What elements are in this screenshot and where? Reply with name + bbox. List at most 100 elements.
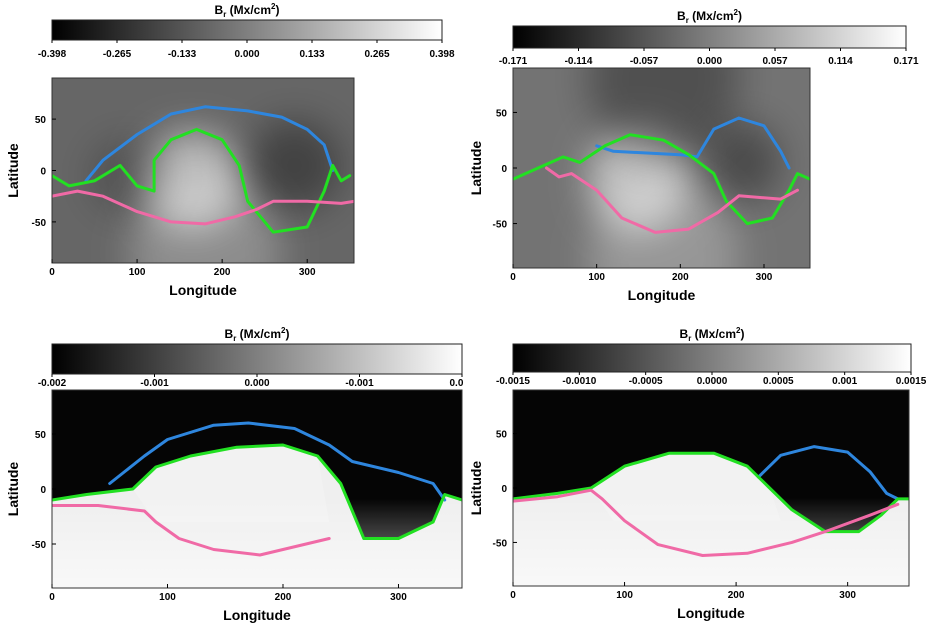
y-tick-label: 50 — [496, 108, 508, 119]
x-tick-label: 100 — [588, 272, 605, 283]
colorbar-title: Br (Mx/cm2) — [215, 2, 280, 19]
panel-1: Br (Mx/cm2) -0.398 -0.265 -0.133 0.000 0.133 0… — [0, 0, 463, 316]
x-tick-label: 100 — [129, 267, 146, 278]
colorbar-tick-label: 0.057 — [762, 56, 787, 67]
x-tick-label: 0 — [510, 590, 516, 601]
x-tick-label: 0 — [510, 272, 516, 283]
colorbar-tick-label: 0.001 — [832, 376, 857, 387]
x-tick-label: 200 — [672, 272, 689, 283]
colorbar-tick-label: 0.002 — [449, 378, 463, 389]
field-blob — [588, 68, 739, 160]
pink-line — [545, 166, 799, 234]
colorbar-title: Br (Mx/cm2) — [677, 8, 742, 25]
map-layer — [513, 68, 810, 268]
x-tick-label: 200 — [728, 590, 745, 601]
colorbar-tick-label: -0.002 — [38, 378, 67, 389]
colorbar-tick-label: -0.0010 — [562, 376, 596, 387]
x-tick-label: 300 — [299, 267, 316, 278]
panel-4: Br (Mx/cm2) -0.0015 -0.0010 -0.0005 0.0000 0.… — [463, 316, 926, 632]
chart-1: Br (Mx/cm2) -0.398 -0.265 -0.133 0.000 0.133 0… — [5, 2, 455, 298]
y-axis-label: Latitude — [5, 462, 21, 517]
colorbar-tick-label: 0.0005 — [763, 376, 794, 387]
y-tick-label: 0 — [40, 485, 46, 496]
y-tick-label: 50 — [35, 430, 47, 441]
colorbar-tick-label: 0.000 — [234, 49, 259, 60]
panel-2: Br (Mx/cm2) -0.171 -0.114 -0.057 0.000 0.057 0… — [463, 0, 926, 316]
panel-3: Br (Mx/cm2) -0.002 -0.001 0.000 -0.001 0.002 0… — [0, 316, 463, 632]
colorbar-tick-label: 0.171 — [893, 56, 918, 67]
colorbar-tick-label: 0.265 — [364, 49, 389, 60]
map-fade — [52, 390, 462, 588]
map-layer — [52, 390, 462, 588]
field-blob — [705, 122, 781, 203]
colorbar — [51, 19, 443, 41]
colorbar-tick-label: -0.171 — [499, 56, 528, 67]
colorbar — [512, 343, 912, 373]
y-tick-label: -50 — [493, 538, 508, 549]
colorbar-tick-label: -0.133 — [168, 49, 197, 60]
field-blob — [247, 120, 342, 211]
x-axis-label: Longitude — [223, 607, 291, 623]
colorbar — [51, 343, 463, 375]
y-tick-label: 0 — [501, 164, 507, 175]
chart-2: Br (Mx/cm2) -0.171 -0.114 -0.057 0.000 0.057 0… — [468, 8, 919, 303]
pink-line — [52, 504, 331, 557]
colorbar-tick-label: -0.398 — [38, 49, 67, 60]
field-blob — [588, 176, 739, 268]
colorbar-tick-label: -0.0005 — [629, 376, 663, 387]
green-line — [513, 451, 909, 534]
x-tick-label: 300 — [756, 272, 773, 283]
colorbar-tick-label: 0.000 — [244, 378, 269, 389]
green-line — [513, 133, 810, 226]
x-tick-label: 100 — [159, 592, 176, 603]
colorbar-tick-label: -0.001 — [140, 378, 169, 389]
map-fade — [513, 390, 909, 586]
blue-line — [595, 116, 791, 170]
colorbar — [512, 25, 907, 49]
blue-line — [84, 105, 335, 183]
x-tick-label: 300 — [390, 592, 407, 603]
map-layer — [52, 78, 354, 263]
colorbar-tick-label: 0.0000 — [697, 376, 728, 387]
chart-3: Br (Mx/cm2) -0.002 -0.001 0.000 -0.001 0.002 0… — [5, 326, 463, 623]
green-line — [52, 127, 352, 234]
y-tick-label: 0 — [40, 167, 46, 178]
blue-line — [756, 445, 900, 501]
colorbar-tick-label: 0.398 — [429, 49, 454, 60]
x-tick-label: 0 — [49, 592, 55, 603]
map-layer — [513, 390, 909, 586]
x-tick-label: 200 — [275, 592, 292, 603]
colorbar-tick-label: 0.000 — [697, 56, 722, 67]
colorbar-tick-label: -0.265 — [103, 49, 132, 60]
green-line — [52, 443, 462, 540]
y-axis-label: Latitude — [5, 143, 21, 198]
y-tick-label: 50 — [496, 430, 508, 441]
x-tick-label: 0 — [49, 267, 55, 278]
y-tick-label: -50 — [32, 540, 47, 551]
x-tick-label: 200 — [214, 267, 231, 278]
colorbar-tick-label: 0.114 — [828, 56, 853, 67]
y-tick-label: 50 — [35, 115, 47, 126]
colorbar-tick-label: -0.057 — [630, 56, 659, 67]
x-tick-label: 300 — [839, 590, 856, 601]
y-axis-label: Latitude — [468, 461, 484, 516]
chart-4: Br (Mx/cm2) -0.0015 -0.0010 -0.0005 0.0000 0.… — [468, 326, 926, 621]
x-axis-label: Longitude — [677, 605, 745, 621]
blue-line — [108, 421, 447, 502]
x-tick-label: 100 — [616, 590, 633, 601]
colorbar-title: Br (Mx/cm2) — [225, 326, 290, 343]
colorbar-tick-label: -0.114 — [565, 56, 593, 67]
colorbar-tick-label: -0.001 — [345, 378, 374, 389]
pink-line — [52, 189, 354, 226]
field-blob — [128, 178, 282, 263]
colorbar-title: Br (Mx/cm2) — [680, 326, 745, 343]
colorbar-tick-label: 0.133 — [299, 49, 324, 60]
y-tick-label: 0 — [501, 484, 507, 495]
x-axis-label: Longitude — [169, 282, 237, 298]
colorbar-tick-label: -0.0015 — [496, 376, 530, 387]
x-axis-label: Longitude — [628, 287, 696, 303]
colorbar-tick-label: 0.0015 — [896, 376, 926, 387]
y-tick-label: -50 — [32, 218, 47, 229]
pink-line — [513, 488, 900, 557]
y-tick-label: -50 — [493, 220, 508, 231]
